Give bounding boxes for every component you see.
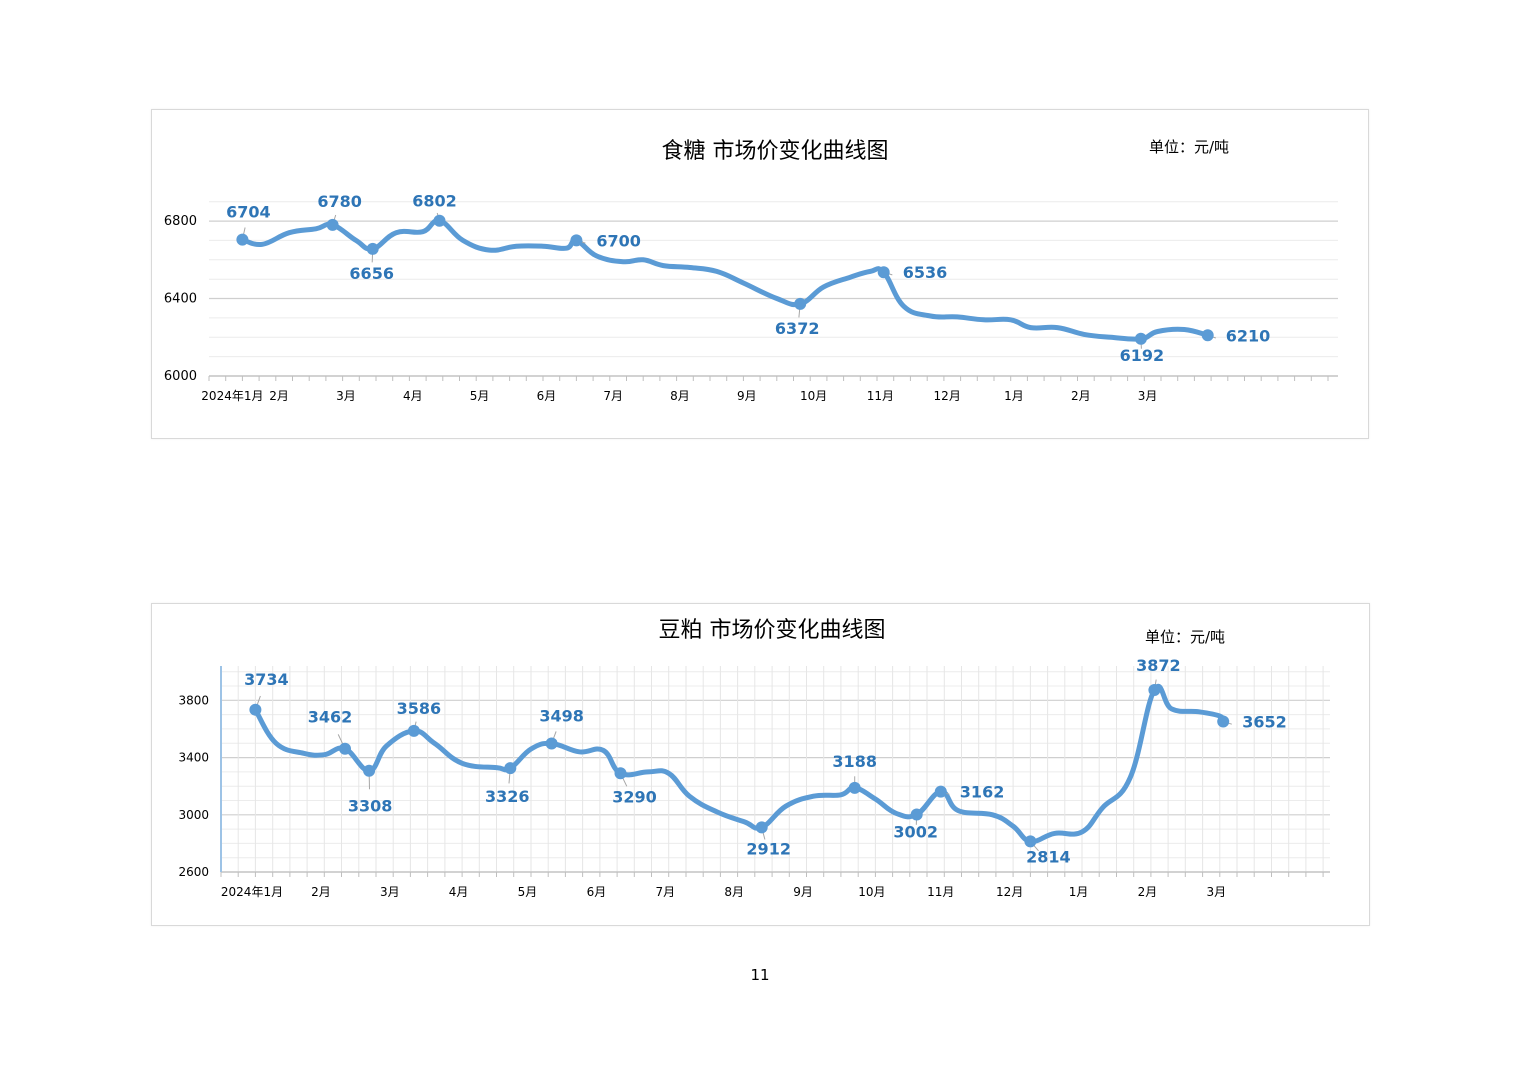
soymeal-x-tick-label: 2月 <box>1138 885 1158 899</box>
sugar-x-tick-label: 5月 <box>470 389 490 403</box>
sugar-x-tick-label: 3月 <box>336 389 356 403</box>
sugar-plot-area: 6000 6400 6800 2024年1月 2月 3月 4月 5月 6月 7月 8月 9月 10月 11… <box>164 192 1338 403</box>
sugar-data-point <box>570 234 583 247</box>
sugar-y-tick-label: 6000 <box>164 369 197 384</box>
soymeal-x-tick-label: 11月 <box>927 885 954 899</box>
soymeal-data-label: 3162 <box>960 783 1005 802</box>
sugar-data-point <box>366 242 379 255</box>
soymeal-x-tick-label: 2月 <box>311 885 331 899</box>
soymeal-data-label: 3734 <box>244 670 289 689</box>
soymeal-data-point <box>1024 835 1037 848</box>
sugar-data-point <box>433 214 446 227</box>
soymeal-data-label: 3002 <box>893 823 938 842</box>
soymeal-plot-area: 2600 3000 3400 3800 2024年1月 2月 3月 4月 5月 6月 7月 8月 9月 1… <box>178 656 1330 899</box>
soymeal-data-label: 3586 <box>397 699 442 718</box>
sugar-x-tick-label: 8月 <box>670 389 690 403</box>
sugar-chart-unit: 单位：元/吨 <box>1149 138 1229 156</box>
soymeal-data-label: 3652 <box>1242 713 1287 732</box>
sugar-data-label: 6210 <box>1226 326 1271 345</box>
soymeal-x-tick-label: 7月 <box>655 885 675 899</box>
soymeal-x-tick-label: 4月 <box>449 885 469 899</box>
sugar-data-label: 6780 <box>317 192 362 211</box>
soymeal-data-point <box>363 764 376 777</box>
soymeal-chart-title: 豆粕 市场价变化曲线图 <box>659 618 886 643</box>
soymeal-data-point <box>848 781 861 794</box>
soymeal-x-tick-label: 1月 <box>1069 885 1089 899</box>
sugar-x-tick-label: 4月 <box>403 389 423 403</box>
sugar-x-tick-label: 3月 <box>1138 389 1158 403</box>
sugar-x-tick-label: 1月 <box>1004 389 1024 403</box>
sugar-x-tick-label: 6月 <box>537 389 557 403</box>
soymeal-chart-svg: 豆粕 市场价变化曲线图 单位：元/吨 2600 3000 3400 3800 2024年… <box>178 618 1330 899</box>
soymeal-data-label: 3290 <box>612 787 657 806</box>
soymeal-x-tick-label: 10月 <box>858 885 885 899</box>
soymeal-data-label: 2814 <box>1026 847 1071 866</box>
soymeal-data-point <box>1217 715 1230 728</box>
soymeal-y-tick-label: 2600 <box>178 865 209 879</box>
sugar-data-label: 6700 <box>596 231 641 250</box>
soymeal-price-chart: 豆粕 市场价变化曲线图 单位：元/吨 2600 3000 3400 3800 2024年… <box>151 603 1370 926</box>
soymeal-data-label: 3872 <box>1136 656 1181 675</box>
soymeal-data-point <box>545 737 558 750</box>
soymeal-data-point <box>755 821 768 834</box>
sugar-x-tick-label: 2月 <box>1071 389 1091 403</box>
sugar-x-tick-label: 10月 <box>800 389 827 403</box>
soymeal-chart-unit: 单位：元/吨 <box>1145 628 1225 646</box>
soymeal-y-tick-label: 3000 <box>178 808 209 822</box>
soymeal-x-tick-label: 9月 <box>793 885 813 899</box>
sugar-chart-svg: 食糖 市场价变化曲线图 单位：元/吨 6000 6400 6800 2024年1月 2月… <box>164 138 1338 403</box>
sugar-x-tick-label: 11月 <box>867 389 894 403</box>
soymeal-x-tick-label: 3月 <box>1206 885 1226 899</box>
sugar-data-point <box>236 233 249 246</box>
soymeal-data-point <box>1148 684 1161 696</box>
sugar-data-label: 6192 <box>1120 346 1165 365</box>
soymeal-data-point <box>407 724 420 737</box>
sugar-data-point <box>877 266 890 279</box>
soymeal-data-point <box>614 767 627 780</box>
soymeal-data-point <box>504 762 517 775</box>
soymeal-data-point <box>339 742 351 755</box>
soymeal-data-label: 3462 <box>308 708 353 727</box>
soymeal-x-tick-label: 3月 <box>380 885 400 899</box>
soymeal-data-label: 3498 <box>539 707 584 726</box>
soymeal-x-tick-label: 2024年1月 <box>221 885 283 899</box>
sugar-data-label: 6704 <box>226 203 271 222</box>
sugar-data-point <box>326 218 339 231</box>
soymeal-data-point <box>249 703 262 716</box>
sugar-x-tick-label: 9月 <box>737 389 757 403</box>
sugar-data-label: 6536 <box>903 263 948 282</box>
soymeal-data-label: 3308 <box>348 797 393 816</box>
soymeal-x-tick-label: 6月 <box>587 885 607 899</box>
soymeal-data-point <box>910 808 923 821</box>
sugar-price-chart: 食糖 市场价变化曲线图 单位：元/吨 6000 6400 6800 2024年1月 2月… <box>151 109 1369 439</box>
soymeal-data-label: 3326 <box>485 787 530 806</box>
sugar-data-label: 6656 <box>349 264 394 283</box>
sugar-data-point <box>794 297 807 310</box>
sugar-chart-title: 食糖 市场价变化曲线图 <box>662 139 889 164</box>
sugar-x-tick-label: 7月 <box>603 389 623 403</box>
soymeal-x-tick-label: 12月 <box>996 885 1023 899</box>
soymeal-y-tick-label: 3800 <box>178 693 209 707</box>
sugar-y-tick-label: 6800 <box>164 214 197 229</box>
soymeal-x-tick-label: 5月 <box>518 885 538 899</box>
soymeal-data-point <box>934 785 947 798</box>
sugar-data-point <box>1134 332 1147 345</box>
sugar-x-tick-label: 2024年1月 <box>201 389 263 403</box>
sugar-price-line <box>239 218 1211 342</box>
page-number: 11 <box>750 966 770 984</box>
sugar-x-tick-label: 2月 <box>269 389 289 403</box>
sugar-x-tick-label: 12月 <box>934 389 961 403</box>
soymeal-data-label: 3188 <box>832 752 877 771</box>
soymeal-y-tick-label: 3400 <box>178 751 209 765</box>
soymeal-data-label: 2912 <box>746 839 791 858</box>
sugar-data-label: 6372 <box>775 319 820 338</box>
sugar-y-tick-label: 6400 <box>164 292 197 307</box>
sugar-data-label: 6802 <box>412 192 457 211</box>
soymeal-x-tick-label: 8月 <box>724 885 744 899</box>
sugar-data-point <box>1201 329 1214 342</box>
